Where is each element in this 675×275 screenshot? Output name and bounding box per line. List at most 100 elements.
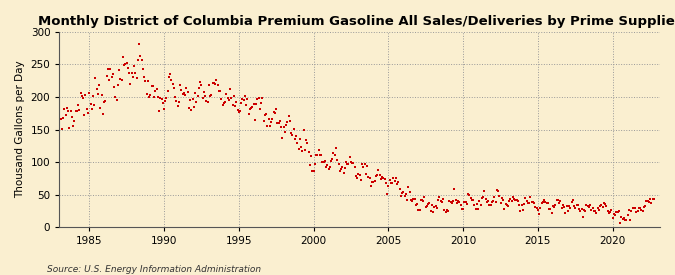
Point xyxy=(388,176,399,181)
Point xyxy=(85,102,96,106)
Point xyxy=(645,197,655,201)
Point xyxy=(217,103,228,108)
Point xyxy=(147,84,158,88)
Point xyxy=(308,169,319,173)
Point xyxy=(251,102,262,106)
Point xyxy=(371,174,381,178)
Point xyxy=(260,112,271,117)
Point xyxy=(153,95,163,99)
Point xyxy=(568,198,578,203)
Point xyxy=(333,162,344,166)
Point xyxy=(636,208,647,212)
Point xyxy=(65,109,76,113)
Point xyxy=(80,93,91,97)
Point xyxy=(637,209,648,214)
Point xyxy=(593,206,603,210)
Point xyxy=(480,197,491,202)
Point xyxy=(618,216,629,220)
Point xyxy=(236,101,246,106)
Point xyxy=(404,190,415,195)
Point xyxy=(452,200,462,205)
Point xyxy=(381,181,392,185)
Point xyxy=(590,209,601,214)
Point xyxy=(286,131,296,136)
Point xyxy=(540,200,551,205)
Point xyxy=(227,103,238,107)
Point xyxy=(332,158,343,163)
Point xyxy=(464,192,475,197)
Point xyxy=(316,153,327,157)
Point xyxy=(455,203,466,207)
Point xyxy=(97,93,107,97)
Point xyxy=(312,153,323,157)
Point xyxy=(162,89,173,94)
Point xyxy=(642,199,653,203)
Point xyxy=(343,162,354,166)
Point xyxy=(356,178,367,182)
Point xyxy=(459,200,470,204)
Point xyxy=(549,205,560,210)
Point xyxy=(360,171,371,176)
Point xyxy=(612,210,623,214)
Point xyxy=(423,201,433,206)
Point xyxy=(412,202,423,207)
Point xyxy=(484,203,495,207)
Point xyxy=(572,202,583,207)
Point xyxy=(359,162,370,166)
Point xyxy=(129,64,140,68)
Point xyxy=(202,100,213,104)
Point xyxy=(502,203,512,207)
Point xyxy=(211,78,221,83)
Point xyxy=(434,194,445,199)
Point xyxy=(596,203,607,207)
Point xyxy=(210,82,221,86)
Point xyxy=(60,113,71,117)
Point xyxy=(584,205,595,209)
Point xyxy=(288,127,299,131)
Point xyxy=(591,211,602,215)
Point xyxy=(267,117,278,121)
Point xyxy=(279,130,290,134)
Point xyxy=(477,196,487,200)
Point xyxy=(413,208,424,213)
Point xyxy=(353,172,364,177)
Point xyxy=(544,207,555,211)
Point xyxy=(646,201,657,205)
Point xyxy=(458,207,468,211)
Point xyxy=(433,198,443,202)
Point xyxy=(64,126,75,130)
Point xyxy=(257,96,268,101)
Point xyxy=(430,204,441,208)
Point xyxy=(248,101,259,106)
Point xyxy=(219,101,230,105)
Point xyxy=(55,117,66,121)
Point xyxy=(213,88,224,93)
Point xyxy=(325,159,336,163)
Point xyxy=(526,199,537,204)
Point xyxy=(271,107,281,112)
Point xyxy=(165,72,176,76)
Point xyxy=(593,207,604,212)
Point xyxy=(585,203,595,208)
Point xyxy=(627,206,638,210)
Point xyxy=(188,105,199,109)
Point xyxy=(119,62,130,67)
Point xyxy=(603,211,614,215)
Point xyxy=(578,208,589,213)
Point xyxy=(298,128,309,132)
Point xyxy=(266,120,277,124)
Point xyxy=(425,209,436,213)
Point xyxy=(470,206,481,211)
Point xyxy=(250,118,261,122)
Point xyxy=(56,127,67,131)
Point xyxy=(446,201,457,205)
Point xyxy=(382,192,393,197)
Point xyxy=(358,165,369,170)
Point xyxy=(291,134,302,138)
Point xyxy=(456,207,467,211)
Point xyxy=(574,207,585,212)
Point xyxy=(277,136,288,140)
Point xyxy=(577,215,588,219)
Point xyxy=(317,160,327,164)
Point xyxy=(263,117,274,121)
